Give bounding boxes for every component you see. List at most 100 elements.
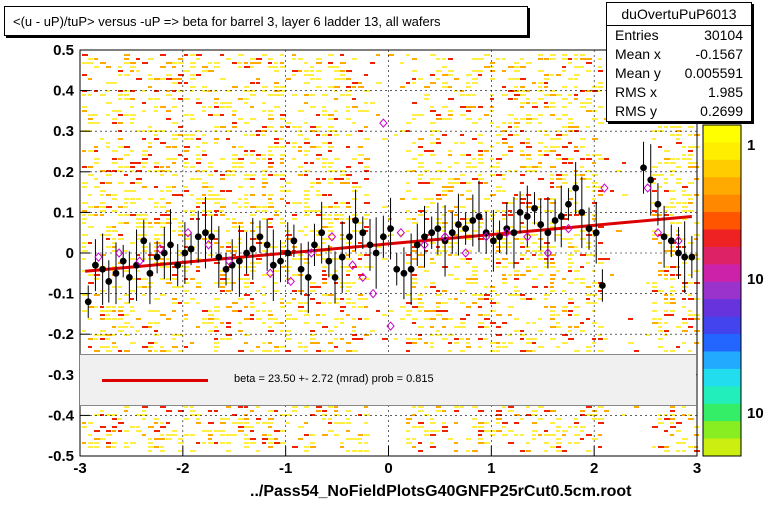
data-point bbox=[256, 233, 264, 241]
heat-cell bbox=[538, 406, 544, 408]
heat-cell bbox=[100, 330, 106, 332]
heat-cell bbox=[568, 198, 573, 200]
heat-cell bbox=[286, 338, 292, 340]
heat-cell bbox=[106, 206, 112, 208]
heat-cell bbox=[502, 94, 508, 96]
heat-cell bbox=[292, 214, 297, 216]
heat-cell bbox=[106, 194, 111, 196]
heat-cell bbox=[514, 198, 518, 200]
heat-cell bbox=[490, 174, 495, 176]
heat-cell bbox=[682, 186, 688, 188]
heat-cell bbox=[88, 306, 94, 308]
heat-cell bbox=[112, 286, 116, 288]
heat-cell bbox=[304, 70, 309, 72]
heat-cell bbox=[382, 206, 388, 208]
heat-cell bbox=[556, 442, 562, 444]
heat-cell bbox=[160, 190, 164, 192]
heat-cell bbox=[340, 182, 346, 184]
heat-cell bbox=[112, 342, 116, 344]
heat-cell bbox=[274, 246, 278, 248]
heat-cell bbox=[160, 258, 164, 260]
heat-cell bbox=[328, 246, 332, 248]
heat-cell bbox=[358, 298, 364, 300]
heat-cell bbox=[292, 258, 297, 260]
heat-cell bbox=[592, 282, 597, 284]
heat-cell bbox=[172, 98, 176, 100]
heat-cell bbox=[418, 174, 423, 176]
heat-cell bbox=[112, 266, 117, 268]
heat-cell bbox=[568, 78, 573, 80]
heat-cell bbox=[244, 274, 249, 276]
heat-cell bbox=[658, 162, 662, 164]
heat-cell bbox=[412, 338, 417, 340]
y-tick-label: -0.2 bbox=[48, 326, 74, 343]
heat-cell bbox=[304, 162, 308, 164]
heat-cell bbox=[250, 442, 256, 444]
heat-cell bbox=[106, 334, 112, 336]
heat-cell bbox=[556, 158, 562, 160]
heat-cell bbox=[142, 414, 148, 416]
heat-cell bbox=[658, 270, 664, 272]
heat-cell bbox=[502, 246, 507, 248]
heat-cell bbox=[202, 110, 206, 112]
heat-cell bbox=[304, 142, 310, 144]
heat-cell bbox=[562, 450, 567, 452]
stats-row-rms-x: RMS x 1.985 bbox=[607, 83, 751, 102]
heat-cell bbox=[268, 166, 273, 168]
heat-cell bbox=[418, 214, 423, 216]
heat-cell bbox=[436, 78, 440, 80]
heat-cell bbox=[250, 426, 254, 428]
heat-cell bbox=[484, 318, 490, 320]
heat-cell bbox=[100, 206, 106, 208]
heat-cell bbox=[562, 278, 566, 280]
heat-cell bbox=[196, 282, 201, 284]
heat-cell bbox=[376, 54, 380, 56]
heat-cell bbox=[568, 238, 573, 240]
heat-cell bbox=[550, 178, 554, 180]
heat-cell bbox=[574, 150, 579, 152]
heat-cell bbox=[196, 286, 201, 288]
heat-cell bbox=[178, 250, 182, 252]
heat-cell bbox=[400, 318, 405, 320]
heat-cell bbox=[160, 142, 166, 144]
heat-cell bbox=[286, 334, 290, 336]
heat-cell bbox=[316, 230, 321, 232]
heat-cell bbox=[682, 146, 686, 148]
heat-cell bbox=[478, 158, 483, 160]
heat-cell bbox=[250, 314, 254, 316]
heat-cell bbox=[514, 238, 519, 240]
heat-cell bbox=[172, 302, 178, 304]
heat-cell bbox=[202, 182, 208, 184]
heat-cell bbox=[466, 438, 471, 440]
heat-cell bbox=[244, 90, 250, 92]
heat-cell bbox=[256, 290, 260, 292]
data-point bbox=[421, 233, 428, 241]
heat-cell bbox=[334, 90, 338, 92]
heat-cell bbox=[532, 434, 536, 436]
heat-cell bbox=[508, 90, 514, 92]
heat-cell bbox=[436, 254, 441, 256]
heat-cell bbox=[358, 242, 362, 244]
heat-cell bbox=[364, 254, 370, 256]
heat-cell bbox=[442, 214, 446, 216]
heat-cell bbox=[658, 422, 664, 424]
heat-cell bbox=[226, 246, 231, 248]
heat-cell bbox=[160, 130, 166, 132]
heat-cell bbox=[460, 302, 465, 304]
heat-cell bbox=[568, 258, 572, 260]
heat-cell bbox=[514, 86, 518, 88]
heat-cell bbox=[274, 82, 279, 84]
heat-cell bbox=[82, 74, 87, 76]
heat-cell bbox=[166, 158, 172, 160]
heat-cell bbox=[250, 318, 254, 320]
heat-cell bbox=[424, 98, 429, 100]
heat-cell bbox=[148, 258, 153, 260]
heat-cell bbox=[340, 94, 345, 96]
heat-cell bbox=[688, 310, 692, 312]
heat-cell bbox=[538, 114, 543, 116]
heat-cell bbox=[208, 194, 214, 196]
colorbar-cell bbox=[703, 177, 741, 196]
heat-cell bbox=[160, 214, 166, 216]
heat-cell bbox=[406, 210, 410, 212]
heat-cell bbox=[502, 242, 507, 244]
